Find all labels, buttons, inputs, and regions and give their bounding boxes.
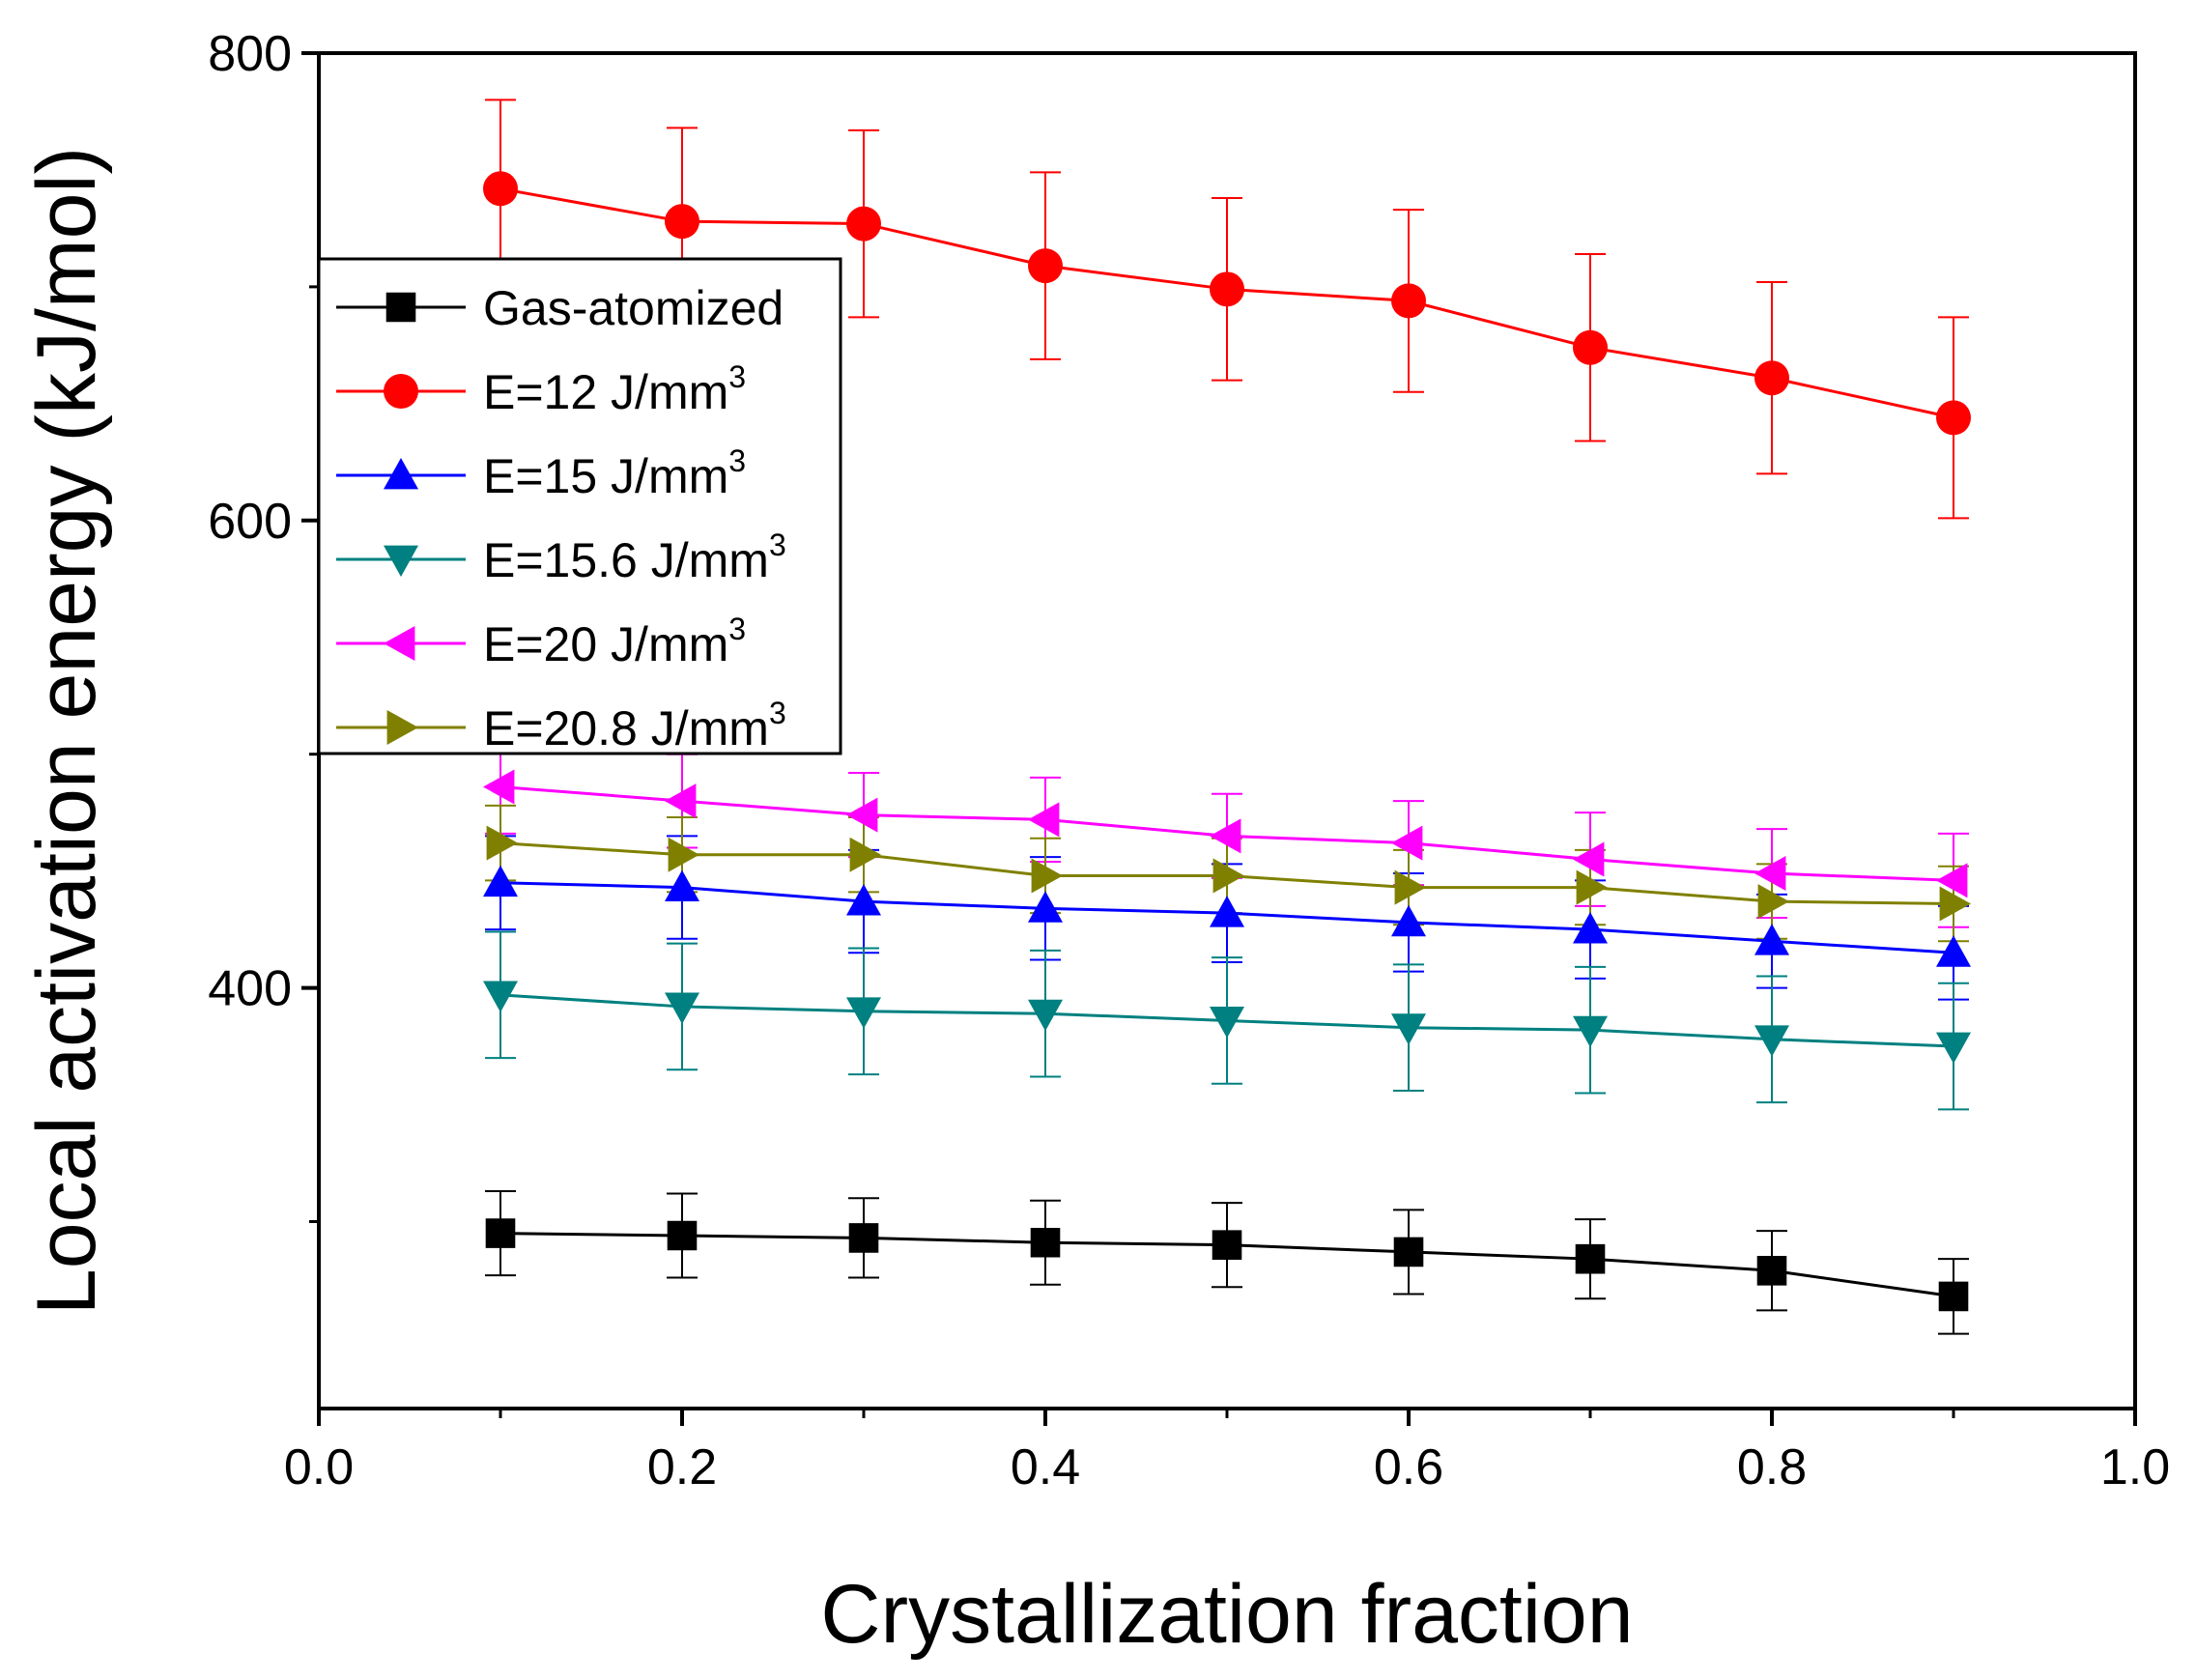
data-point — [1028, 248, 1063, 284]
data-point — [1212, 1230, 1242, 1260]
data-point — [1028, 802, 1060, 838]
data-point — [668, 837, 699, 872]
data-point — [1576, 869, 1608, 905]
x-tick-label: 0.8 — [1737, 1439, 1807, 1495]
data-point — [665, 204, 699, 240]
data-point — [1939, 886, 1971, 922]
y-tick-label: 400 — [208, 961, 292, 1017]
data-point — [1210, 818, 1241, 854]
x-tick-label: 0.4 — [1011, 1439, 1080, 1495]
data-point — [665, 992, 699, 1024]
data-point — [1936, 1032, 1971, 1065]
data-point — [846, 997, 881, 1029]
legend-box — [317, 257, 842, 755]
legend-label: E=20 J/mm3 — [483, 612, 746, 671]
x-tick-label: 0.6 — [1374, 1439, 1443, 1495]
data-point — [1210, 896, 1244, 927]
data-point — [1393, 1237, 1424, 1267]
legend-marker — [384, 374, 418, 409]
data-point — [486, 825, 518, 861]
data-point — [1573, 1015, 1608, 1048]
legend-marker — [384, 626, 415, 661]
data-point — [1573, 841, 1605, 877]
tick-labels: 0.0 0.2 0.4 0.6 0.8 1.0 400 600 800 — [208, 26, 2170, 1495]
data-point — [1754, 856, 1786, 892]
data-point — [1212, 858, 1244, 894]
data-point — [1028, 891, 1063, 923]
data-point — [1754, 1025, 1789, 1057]
x-tick-label: 0.0 — [284, 1439, 354, 1495]
legend-label: E=15 J/mm3 — [483, 443, 746, 503]
data-point — [1757, 884, 1789, 920]
data-point — [1391, 904, 1426, 937]
data-point — [846, 797, 878, 833]
data-point — [483, 981, 518, 1012]
legend-marker — [385, 292, 416, 323]
series-markers — [483, 171, 1971, 1312]
x-tick-label: 1.0 — [2100, 1439, 2170, 1495]
data-point — [1936, 863, 1968, 898]
data-point — [1031, 858, 1063, 894]
legend-marker — [386, 710, 418, 745]
data-point — [849, 837, 881, 872]
data-point — [1573, 329, 1608, 365]
data-point — [1030, 1227, 1061, 1258]
legend-label: Gas-atomized — [483, 281, 784, 335]
legend: Gas-atomized E=12 J/mm3 E=15 J/mm3 E=15.6 J… — [317, 257, 842, 755]
axis-ticks — [301, 51, 2137, 1426]
data-point — [1210, 271, 1244, 307]
data-point — [483, 865, 518, 897]
data-point — [1391, 1013, 1426, 1045]
data-point — [1754, 924, 1789, 955]
x-tick-label: 0.2 — [647, 1439, 717, 1495]
data-point — [846, 884, 881, 916]
x-axis-title: Crystallization fraction — [820, 1568, 1633, 1661]
data-point — [1391, 825, 1423, 861]
data-point — [667, 1220, 698, 1251]
legend-marker — [384, 545, 418, 577]
data-point — [483, 171, 518, 207]
data-point — [1575, 1243, 1606, 1274]
data-point — [848, 1223, 879, 1253]
data-point — [1756, 1255, 1787, 1286]
y-axis-title: Local activation energy (kJ/mol) — [20, 147, 113, 1315]
data-point — [1573, 912, 1608, 944]
data-point — [1028, 999, 1063, 1032]
data-point — [1936, 935, 1971, 967]
data-point — [1210, 1007, 1244, 1039]
legend-label: E=12 J/mm3 — [483, 359, 746, 419]
data-point — [483, 769, 515, 805]
data-point — [665, 869, 699, 901]
data-point — [1938, 1281, 1969, 1312]
data-point — [665, 783, 697, 819]
data-point — [1394, 869, 1426, 905]
data-point — [485, 1218, 516, 1248]
legend-label: E=20.8 J/mm3 — [483, 696, 786, 755]
y-tick-label: 600 — [208, 494, 292, 550]
legend-label: E=15.6 J/mm3 — [483, 527, 786, 587]
data-point — [1754, 360, 1789, 396]
legend-marker — [384, 458, 418, 490]
data-point — [1391, 283, 1426, 319]
data-point — [846, 206, 881, 242]
y-tick-label: 800 — [208, 26, 292, 82]
data-point — [1936, 400, 1971, 436]
